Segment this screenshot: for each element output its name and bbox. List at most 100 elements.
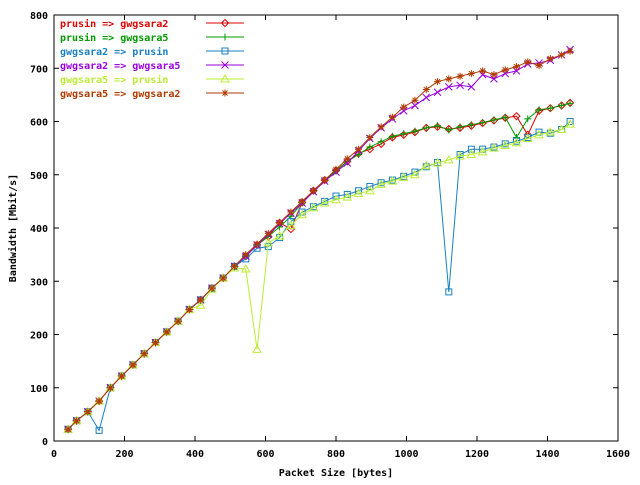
- data-point: [208, 284, 216, 292]
- data-point: [264, 229, 272, 237]
- data-point: [512, 111, 521, 121]
- data-point: [479, 119, 487, 127]
- data-point: [565, 119, 575, 128]
- data-point: [433, 88, 442, 97]
- data-point: [152, 338, 160, 346]
- data-point: [467, 70, 475, 78]
- x-tick-label: 1000: [394, 449, 418, 460]
- data-point: [274, 230, 285, 240]
- data-point: [456, 72, 464, 80]
- series-line: [67, 49, 571, 430]
- data-point: [366, 133, 374, 141]
- legend-label: gwgsara5 => gwgsara2: [60, 89, 180, 100]
- data-point: [432, 158, 443, 167]
- y-tick-label: 300: [30, 277, 48, 288]
- data-point: [466, 149, 477, 159]
- data-point: [512, 133, 520, 141]
- legend-item: gwgsara2 => prusin: [60, 46, 244, 58]
- data-point: [84, 408, 92, 416]
- data-point: [467, 121, 475, 129]
- data-point: [230, 262, 238, 270]
- data-point: [558, 51, 566, 59]
- y-tick-label: 100: [30, 384, 48, 395]
- data-point: [411, 127, 419, 135]
- legend-item: prusin => gwgsara2: [60, 18, 244, 30]
- data-point: [309, 187, 317, 195]
- data-point: [456, 81, 464, 90]
- data-point: [501, 113, 509, 121]
- data-point: [489, 143, 499, 152]
- data-point: [321, 176, 329, 184]
- x-tick-label: 200: [115, 449, 133, 460]
- data-point: [512, 63, 520, 71]
- data-point: [443, 154, 454, 164]
- data-point: [410, 169, 420, 179]
- legend-label: prusin => gwgsara2: [60, 18, 168, 30]
- data-point: [535, 62, 543, 70]
- legend-item: gwgsara5 => prusin: [60, 73, 244, 86]
- data-point: [377, 138, 385, 146]
- data-point: [479, 67, 487, 75]
- data-point: [376, 179, 386, 188]
- data-point: [566, 99, 574, 107]
- y-tick-label: 0: [42, 437, 48, 448]
- data-point: [534, 129, 544, 139]
- data-point: [398, 172, 409, 181]
- data-point: [421, 160, 432, 170]
- data-point: [478, 70, 487, 79]
- data-point: [501, 66, 509, 74]
- data-point: [197, 296, 205, 304]
- data-point: [546, 55, 554, 63]
- data-point: [524, 58, 532, 66]
- x-tick-label: 1200: [465, 449, 489, 460]
- data-point: [308, 202, 319, 212]
- y-axis-label: Bandwidth [Mbit/s]: [7, 174, 19, 282]
- data-point: [174, 317, 182, 325]
- series-3: [64, 45, 574, 434]
- data-point: [319, 197, 330, 207]
- axis-ticks: 0 200 400 600 800 1000 1200 1400 1600 0 100 200 300 4…: [30, 11, 630, 460]
- series-4: [63, 119, 575, 433]
- data-point: [546, 103, 555, 113]
- data-point: [556, 124, 567, 133]
- data-point: [388, 132, 396, 140]
- data-point: [355, 145, 363, 153]
- data-point: [128, 360, 138, 370]
- data-point: [332, 165, 340, 173]
- legend-label: gwgsara2 => prusin: [60, 46, 168, 58]
- data-point: [221, 61, 229, 69]
- data-point: [445, 75, 453, 83]
- data-point: [522, 133, 533, 143]
- data-point: [297, 209, 308, 219]
- x-tick-label: 400: [186, 449, 204, 460]
- data-point: [411, 96, 419, 104]
- data-point: [364, 185, 375, 195]
- data-point: [400, 130, 408, 138]
- legend-item: gwgsara5 => gwgsara2: [60, 89, 244, 100]
- x-tick-label: 600: [256, 449, 274, 460]
- data-point: [129, 361, 137, 369]
- series-layer: [63, 45, 575, 434]
- data-point: [221, 47, 229, 55]
- data-point: [545, 127, 556, 136]
- x-tick-label: 800: [327, 449, 345, 460]
- x-tick-label: 1400: [535, 449, 559, 460]
- data-point: [240, 263, 251, 273]
- data-point: [500, 113, 510, 122]
- data-point: [456, 123, 464, 131]
- data-point: [444, 83, 453, 91]
- data-point: [185, 305, 193, 313]
- data-point: [95, 426, 103, 434]
- series-line: [67, 123, 571, 430]
- x-tick-label: 0: [51, 449, 57, 460]
- data-point: [263, 237, 274, 247]
- data-point: [140, 350, 148, 358]
- data-point: [546, 104, 554, 112]
- data-point: [445, 126, 453, 134]
- y-tick-label: 700: [30, 64, 48, 75]
- y-tick-label: 500: [30, 171, 48, 182]
- data-point: [400, 103, 408, 111]
- data-point: [477, 146, 488, 156]
